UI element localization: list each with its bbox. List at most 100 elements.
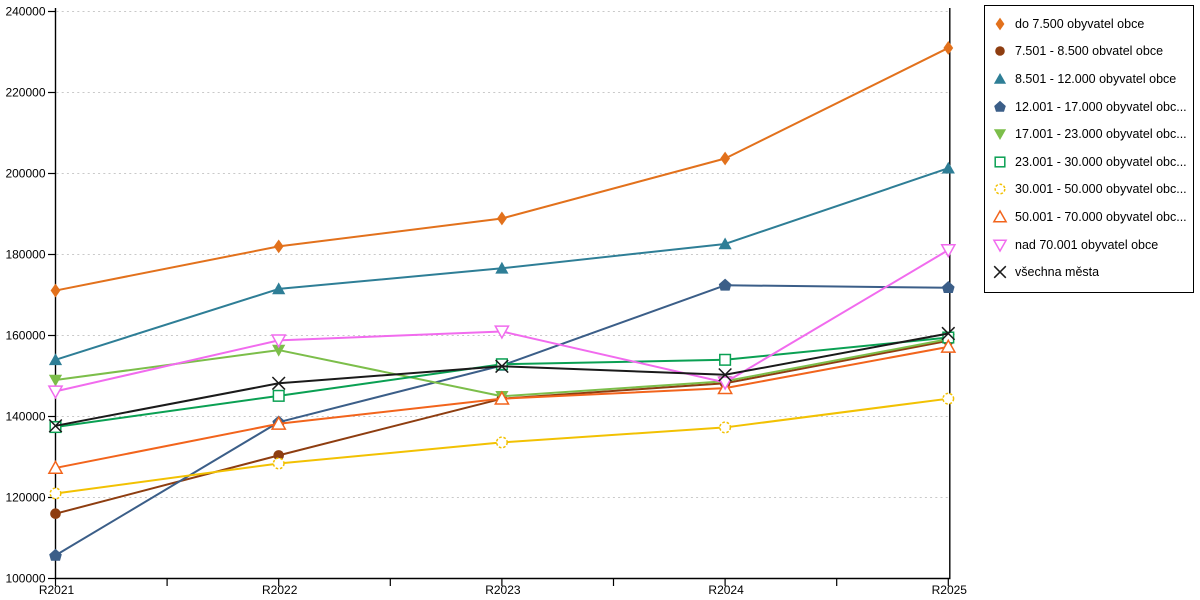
triangle-down-marker-icon <box>717 376 733 391</box>
square-marker-icon <box>272 389 285 402</box>
x-cross-marker-icon <box>941 326 956 341</box>
series-line <box>54 336 950 429</box>
pentagon-marker-icon <box>718 278 732 291</box>
y-tick-label: 200000 <box>5 167 45 181</box>
legend-marker-icon <box>995 46 1005 57</box>
y-tick-label: 160000 <box>5 329 45 343</box>
legend-item: 17.001 - 23.000 obyvatel obc... <box>991 120 1193 148</box>
legend-marker-icon <box>993 265 1007 279</box>
series-2 <box>48 161 955 366</box>
circle-marker-icon <box>995 46 1005 57</box>
axes <box>54 8 951 580</box>
triangle-up-marker-icon <box>48 353 63 366</box>
triangle-up-marker-icon <box>718 237 732 250</box>
triangle-down-marker-icon <box>48 374 63 387</box>
diamond-marker-icon <box>995 17 1005 31</box>
triangle-down-marker-icon <box>270 334 287 349</box>
x-tick-label: R2022 <box>262 583 298 597</box>
legend-item-label: 50.001 - 70.000 obyvatel obc... <box>1015 209 1187 224</box>
diamond-marker-icon <box>943 41 954 55</box>
legend-item: 30.001 - 50.000 obyvatel obc... <box>991 176 1193 204</box>
series-9 <box>48 326 956 433</box>
x-tick-label: R2023 <box>485 583 521 597</box>
series-0 <box>50 41 954 298</box>
circle-marker-icon <box>994 183 1006 195</box>
square-marker-icon <box>719 353 732 366</box>
diamond-marker-icon <box>50 283 61 298</box>
x-tick-label: R2025 <box>932 583 968 597</box>
circle-marker-icon <box>272 457 285 470</box>
legend-item: 12.001 - 17.000 obyvatel obc... <box>991 93 1193 121</box>
circle-marker-icon <box>719 421 732 434</box>
legend-marker-icon <box>994 183 1006 195</box>
x-cross-marker-icon <box>718 367 732 382</box>
x-cross-marker-icon <box>271 376 286 391</box>
square-marker-icon <box>994 156 1006 168</box>
pentagon-marker-icon <box>49 548 62 561</box>
legend-item: 8.501 - 12.000 obyvatel obce <box>991 65 1193 93</box>
legend-marker-icon <box>992 209 1008 223</box>
gridlines <box>56 11 950 498</box>
y-axis-ticks: 100000 120000 140000 160000 180000 200000 2200… <box>5 5 56 586</box>
triangle-up-marker-icon <box>992 209 1008 223</box>
y-tick-label: 100000 <box>5 572 45 586</box>
y-tick-label: 240000 <box>5 5 45 19</box>
triangle-up-marker-icon <box>940 338 957 353</box>
square-marker-icon <box>49 420 62 434</box>
legend-marker-icon <box>993 72 1007 84</box>
legend-item-label: 12.001 - 17.000 obyvatel obc... <box>1015 99 1187 114</box>
x-cross-marker-icon <box>48 418 63 433</box>
legend-item-label: 8.501 - 12.000 obyvatel obce <box>1015 71 1177 86</box>
legend-item: nad 70.001 obyvatel obce <box>991 231 1193 259</box>
circle-marker-icon <box>273 450 285 461</box>
pentagon-marker-icon <box>942 281 955 294</box>
legend: do 7.500 obyvatel obce 7.501 - 8.500 obva… <box>984 5 1194 293</box>
legend-item: do 7.500 obyvatel obce <box>991 10 1193 38</box>
diamond-marker-icon <box>497 211 507 226</box>
triangle-up-marker-icon <box>270 415 287 430</box>
legend-marker-icon <box>993 129 1007 141</box>
triangle-down-marker-icon <box>47 385 64 400</box>
legend-item: 23.001 - 30.000 obyvatel obc... <box>991 148 1193 176</box>
triangle-up-marker-icon <box>47 459 64 474</box>
series-3 <box>49 278 955 561</box>
legend-item-label: nad 70.001 obyvatel obce <box>1015 237 1159 252</box>
legend-item: 7.501 - 8.500 obvatel obce <box>991 38 1193 66</box>
series-5 <box>49 331 955 434</box>
circle-marker-icon <box>495 436 508 449</box>
legend-marker-icon <box>995 17 1005 31</box>
series-7 <box>47 338 957 474</box>
triangle-up-marker-icon <box>941 161 955 174</box>
y-tick-label: 180000 <box>5 248 45 262</box>
triangle-down-marker-icon <box>272 344 286 357</box>
triangle-up-marker-icon <box>993 72 1007 84</box>
y-tick-label: 140000 <box>5 410 45 424</box>
circle-marker-icon <box>942 392 955 405</box>
series-group <box>47 41 957 561</box>
series-line <box>54 332 950 427</box>
series-line <box>54 46 950 292</box>
pentagon-marker-icon <box>994 100 1006 112</box>
legend-item: 50.001 - 70.000 obyvatel obc... <box>991 203 1193 231</box>
circle-marker-icon <box>50 508 61 519</box>
legend-item-label: 23.001 - 30.000 obyvatel obc... <box>1015 154 1187 169</box>
diamond-marker-icon <box>720 151 730 166</box>
legend-item-label: 17.001 - 23.000 obyvatel obc... <box>1015 127 1187 142</box>
triangle-down-marker-icon <box>940 243 957 259</box>
legend-marker-icon <box>994 100 1006 112</box>
y-tick-label: 120000 <box>5 491 45 505</box>
triangle-down-marker-icon <box>992 238 1008 253</box>
x-cross-marker-icon <box>495 359 509 374</box>
diamond-marker-icon <box>273 239 284 254</box>
legend-item-label: 30.001 - 50.000 obyvatel obc... <box>1015 182 1187 197</box>
legend-marker-icon <box>992 238 1008 253</box>
x-tick-label: R2021 <box>39 583 75 597</box>
legend-item-label: do 7.500 obyvatel obce <box>1015 16 1145 31</box>
circle-marker-icon <box>49 487 62 500</box>
x-cross-marker-icon <box>993 265 1007 279</box>
legend-item: všechna města <box>991 258 1193 286</box>
legend-item-label: 7.501 - 8.500 obvatel obce <box>1015 44 1164 59</box>
square-marker-icon <box>495 358 508 371</box>
legend-marker-icon <box>994 156 1006 168</box>
